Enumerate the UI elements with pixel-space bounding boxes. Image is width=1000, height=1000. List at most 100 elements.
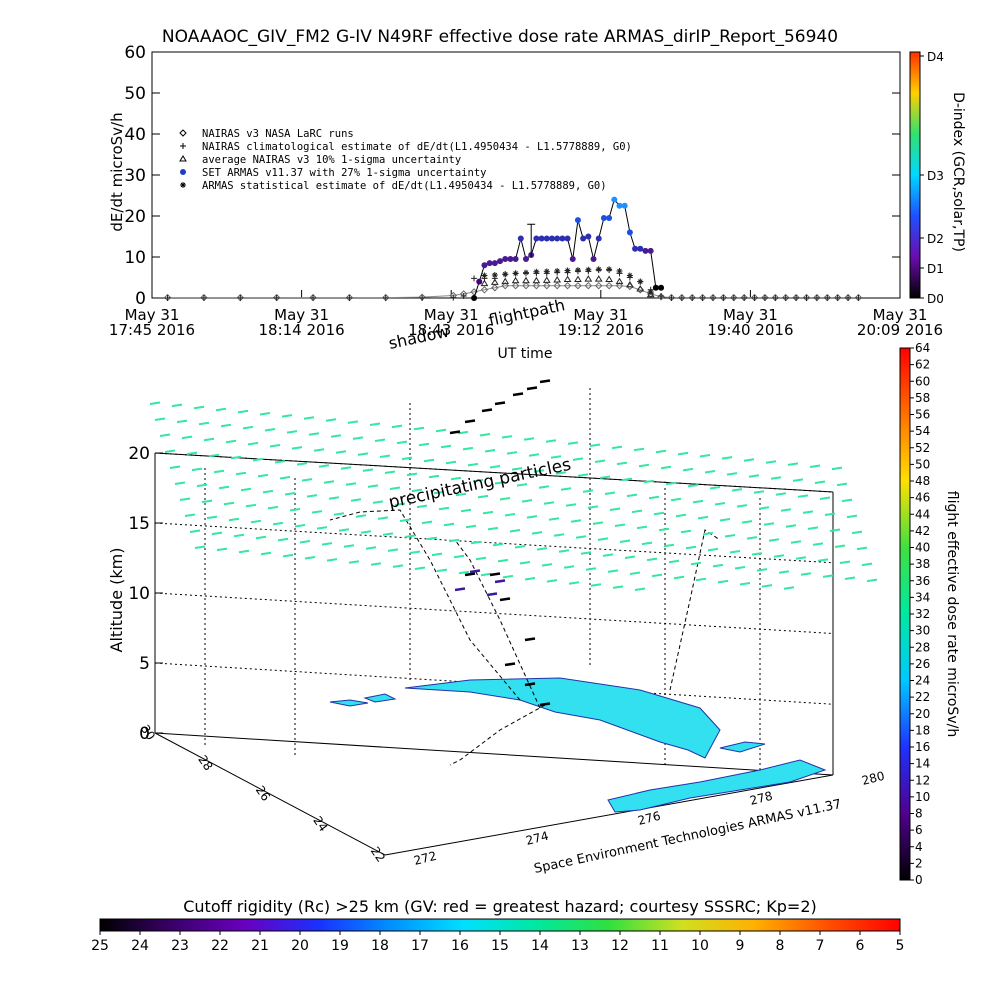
armas-point — [616, 202, 623, 209]
dose-tick-label: 62 — [915, 358, 930, 372]
precipitating-particle-marker — [215, 407, 227, 412]
rc-tick-label: 20 — [291, 938, 309, 954]
nairas-plus-point — [450, 294, 457, 301]
nairas-diamond-point — [595, 281, 603, 290]
precipitating-particle-marker — [558, 549, 570, 553]
precipitating-particle-marker — [259, 412, 271, 416]
precipitating-particle-marker — [548, 517, 560, 521]
precipitating-particle-marker — [673, 575, 685, 580]
precipitating-particle-marker — [316, 526, 328, 530]
precipitating-particle-marker — [260, 551, 272, 556]
precipitating-particle-marker — [308, 432, 320, 436]
nairas-plus-point — [460, 292, 467, 299]
rc-tick-label: 24 — [131, 938, 149, 954]
precipitating-particle-marker — [528, 453, 540, 457]
d-index-colorbar: D0 D1 D2 D3 D4 D-index (GCR,solar,TP) — [909, 50, 966, 306]
precipitating-particle-marker — [763, 522, 775, 526]
precipitating-particle-marker — [807, 526, 819, 530]
x-tick-label-time: 17:45 2016 — [109, 321, 195, 339]
precipitating-particle-marker — [409, 550, 421, 554]
armas-point — [585, 233, 592, 240]
precipitating-particle-marker — [497, 558, 509, 563]
nairas-plus-point — [180, 143, 186, 149]
map-land-layer — [329, 677, 827, 813]
precipitating-particle-marker — [374, 438, 386, 442]
x-tick-label-date: May 31 — [424, 306, 479, 324]
precipitating-particle-marker — [281, 414, 293, 418]
altitude-tick-label: 5 — [139, 654, 150, 674]
legend-entry: average NAIRAS v3 10% 1-sigma uncertaint… — [202, 154, 461, 166]
precipitating-particle-marker — [773, 554, 785, 558]
precipitating-particle-marker — [814, 480, 826, 484]
precipitating-particle-marker — [768, 538, 780, 542]
precipitating-particle-marker — [626, 493, 638, 498]
precipitating-particle-marker — [753, 490, 765, 494]
precipitating-particle-marker — [739, 582, 751, 586]
nairas-diamond-point — [574, 281, 582, 290]
precipitating-particle-marker — [660, 465, 672, 470]
precipitating-particle-marker — [812, 542, 824, 546]
precipitating-particle-marker — [543, 501, 555, 505]
precipitating-particle-marker — [778, 570, 790, 574]
dose-ticks: 0246810121416182022242628303234363840424… — [910, 341, 930, 887]
box-floor-back-edge — [154, 732, 834, 776]
precipitating-particle-marker — [252, 457, 264, 462]
precipitating-particle-marker — [194, 545, 206, 549]
dose-tick-label: 26 — [915, 657, 930, 671]
precipitating-particle-marker — [670, 497, 682, 502]
precipitating-particle-marker — [751, 552, 763, 556]
dose-tick-label: 46 — [915, 491, 930, 505]
nairas-triangle-point — [179, 155, 187, 162]
precipitating-particle-marker — [646, 557, 658, 562]
armas-point — [180, 169, 186, 175]
precipitating-particle-marker — [347, 420, 359, 424]
armas-estimate-point — [491, 272, 498, 279]
precipitating-particle-marker — [568, 581, 580, 585]
dose-tick-label: 10 — [915, 790, 930, 804]
d-index-tick-label: D1 — [927, 262, 944, 276]
dose-tick-label: 54 — [915, 424, 930, 438]
box-floor-front-edge — [384, 774, 834, 856]
precipitating-particle-marker — [367, 484, 379, 488]
nairas-triangle-point — [574, 275, 582, 283]
precipitating-particle-marker — [247, 441, 259, 446]
armas-point — [512, 256, 519, 263]
flight-shadow-dashed — [449, 704, 546, 766]
precipitating-particle-marker — [822, 574, 834, 578]
precipitating-particle-marker — [866, 578, 878, 583]
precipitating-particle-marker — [277, 537, 289, 542]
nairas-triangle-point — [532, 276, 541, 284]
precipitating-particle-marker — [609, 507, 621, 511]
precipitating-particle-marker — [741, 520, 753, 524]
nairas-plus-point — [471, 275, 478, 282]
precipitating-particle-marker — [719, 518, 731, 522]
precipitating-particle-marker — [575, 535, 587, 539]
nairas-plus-point — [813, 295, 820, 301]
dose-tick-label: 16 — [915, 740, 930, 754]
precipitating-particle-marker — [443, 522, 455, 527]
rc-tick-label: 11 — [651, 938, 669, 954]
nairas-triangle-point — [636, 285, 645, 292]
precipitating-particle-marker — [326, 558, 338, 562]
flight-dose-marker — [449, 430, 461, 435]
y-tick-label: 30 — [124, 166, 146, 186]
precipitating-particle-marker — [499, 497, 511, 501]
armas-point — [647, 247, 654, 254]
precipitating-particle-marker — [176, 419, 188, 424]
nairas-plus-point — [720, 295, 727, 301]
longitude-tick-label: 280 — [860, 769, 886, 788]
precipitating-particle-marker — [372, 500, 384, 504]
precipitating-particle-marker — [636, 525, 648, 530]
x-tick-label-time: 18:14 2016 — [259, 321, 345, 339]
armas-point — [559, 235, 566, 242]
dose-colorbar-label: flight effective dose rate microSv/h — [944, 491, 960, 737]
precipitating-particle-marker — [509, 529, 521, 533]
armas-point — [543, 235, 550, 242]
armas-point — [486, 260, 493, 267]
precipitating-particle-marker — [475, 556, 487, 561]
nairas-plus-point — [845, 295, 852, 301]
nairas-triangle-point — [584, 275, 593, 282]
flight-dose-marker — [469, 569, 481, 574]
nairas-plus-point — [741, 295, 748, 301]
